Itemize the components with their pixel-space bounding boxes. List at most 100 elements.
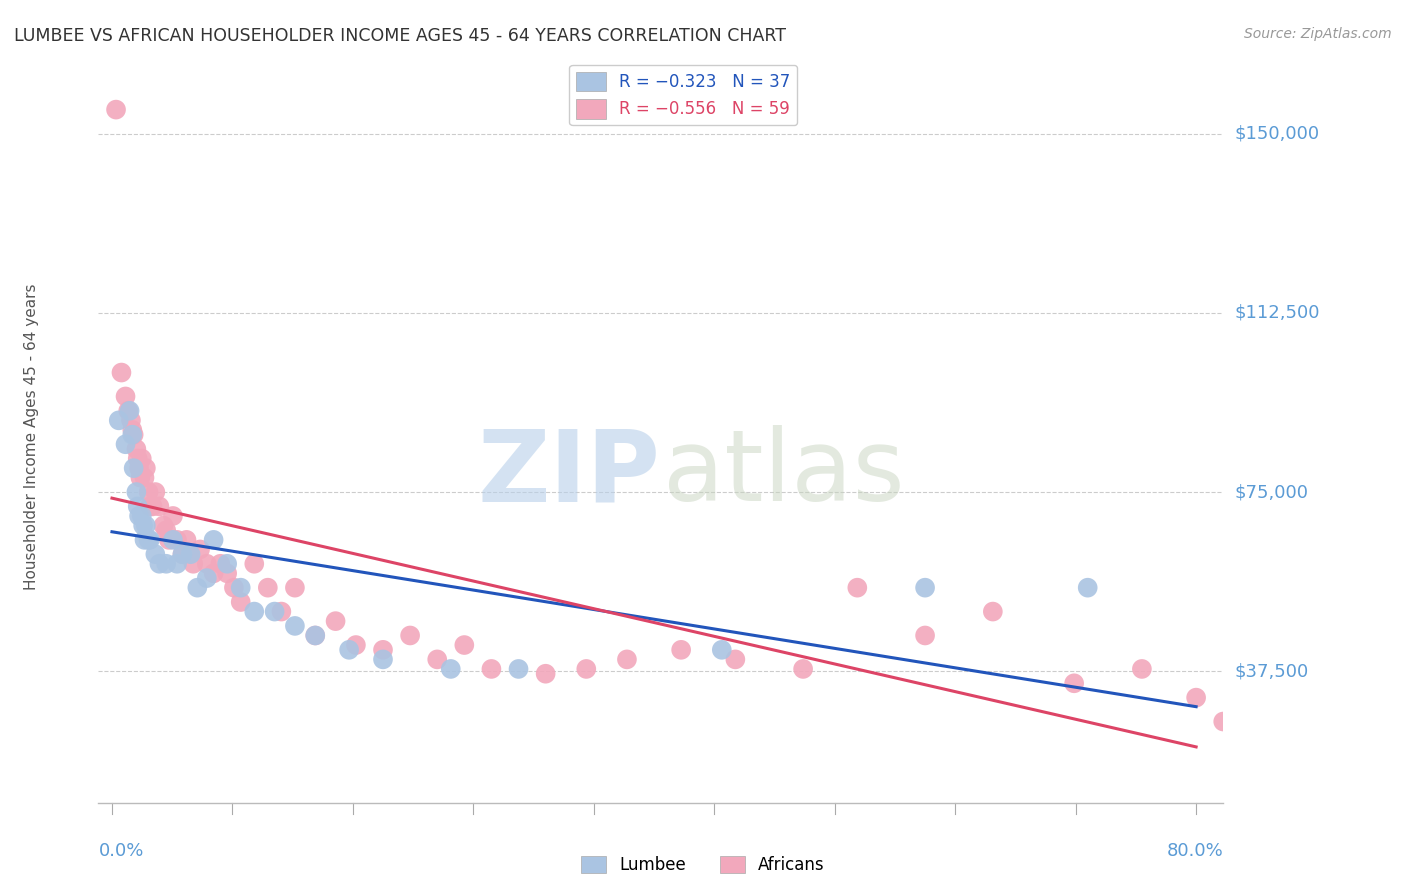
Point xyxy=(1185,690,1208,705)
Point xyxy=(121,427,143,442)
Point xyxy=(132,518,155,533)
Point xyxy=(155,524,177,538)
Point xyxy=(669,642,692,657)
Point xyxy=(914,581,936,595)
Point xyxy=(453,638,475,652)
Point xyxy=(148,500,170,514)
Point xyxy=(399,628,422,642)
Point xyxy=(344,638,367,652)
Point xyxy=(172,547,194,561)
Point xyxy=(195,571,218,585)
Point xyxy=(180,547,202,561)
Point xyxy=(710,642,733,657)
Point xyxy=(143,485,166,500)
Point xyxy=(138,533,160,547)
Text: 0.0%: 0.0% xyxy=(98,842,143,860)
Point xyxy=(155,557,177,571)
Point xyxy=(1212,714,1234,729)
Point xyxy=(127,500,149,514)
Point xyxy=(122,427,145,442)
Point xyxy=(143,547,166,561)
Point xyxy=(846,581,869,595)
Point xyxy=(114,389,136,403)
Point xyxy=(114,437,136,451)
Text: $112,500: $112,500 xyxy=(1234,304,1320,322)
Point xyxy=(135,461,157,475)
Point xyxy=(134,471,156,485)
Point xyxy=(202,566,225,581)
Point xyxy=(176,533,198,547)
Point xyxy=(217,566,239,581)
Point xyxy=(371,642,394,657)
Point xyxy=(304,628,326,642)
Text: ZIP: ZIP xyxy=(478,425,661,522)
Point xyxy=(1063,676,1085,690)
Point xyxy=(129,471,152,485)
Point xyxy=(222,581,245,595)
Point xyxy=(166,557,188,571)
Point xyxy=(217,557,239,571)
Point xyxy=(138,485,160,500)
Point xyxy=(162,533,184,547)
Point xyxy=(148,557,170,571)
Point xyxy=(534,666,557,681)
Point xyxy=(263,605,285,619)
Text: $75,000: $75,000 xyxy=(1234,483,1309,501)
Point xyxy=(166,533,188,547)
Point xyxy=(128,508,150,523)
Point xyxy=(128,461,150,475)
Text: Source: ZipAtlas.com: Source: ZipAtlas.com xyxy=(1244,27,1392,41)
Point xyxy=(139,500,162,514)
Point xyxy=(117,404,139,418)
Point xyxy=(162,508,184,523)
Point xyxy=(229,595,252,609)
Point xyxy=(157,533,180,547)
Point xyxy=(616,652,638,666)
Point xyxy=(118,404,141,418)
Point xyxy=(188,542,211,557)
Text: Householder Income Ages 45 - 64 years: Householder Income Ages 45 - 64 years xyxy=(24,284,39,591)
Point xyxy=(325,614,347,628)
Point xyxy=(426,652,449,666)
Point xyxy=(270,605,292,619)
Point xyxy=(202,533,225,547)
Point xyxy=(134,533,156,547)
Point xyxy=(440,662,463,676)
Point xyxy=(181,557,204,571)
Point xyxy=(110,366,132,380)
Point xyxy=(575,662,598,676)
Point xyxy=(243,605,266,619)
Text: $37,500: $37,500 xyxy=(1234,663,1309,681)
Point xyxy=(125,442,148,456)
Point xyxy=(371,652,394,666)
Point xyxy=(186,581,208,595)
Legend: Lumbee, Africans: Lumbee, Africans xyxy=(575,849,831,881)
Text: 80.0%: 80.0% xyxy=(1167,842,1223,860)
Point xyxy=(127,451,149,466)
Point xyxy=(107,413,129,427)
Point xyxy=(209,557,232,571)
Point xyxy=(172,547,194,561)
Point xyxy=(914,628,936,642)
Point xyxy=(121,423,143,437)
Point xyxy=(981,605,1004,619)
Point xyxy=(139,533,162,547)
Text: $150,000: $150,000 xyxy=(1234,125,1319,143)
Point xyxy=(1077,581,1099,595)
Point xyxy=(120,413,142,427)
Point xyxy=(1130,662,1153,676)
Point xyxy=(724,652,747,666)
Text: LUMBEE VS AFRICAN HOUSEHOLDER INCOME AGES 45 - 64 YEARS CORRELATION CHART: LUMBEE VS AFRICAN HOUSEHOLDER INCOME AGE… xyxy=(14,27,786,45)
Point xyxy=(131,451,153,466)
Point xyxy=(229,581,252,595)
Point xyxy=(122,461,145,475)
Point xyxy=(152,518,174,533)
Point xyxy=(105,103,128,117)
Text: atlas: atlas xyxy=(664,425,904,522)
Point xyxy=(792,662,814,676)
Point xyxy=(135,518,157,533)
Point xyxy=(131,508,153,523)
Legend: R = −0.323   N = 37, R = −0.556   N = 59: R = −0.323 N = 37, R = −0.556 N = 59 xyxy=(569,65,797,125)
Point xyxy=(304,628,326,642)
Point xyxy=(337,642,360,657)
